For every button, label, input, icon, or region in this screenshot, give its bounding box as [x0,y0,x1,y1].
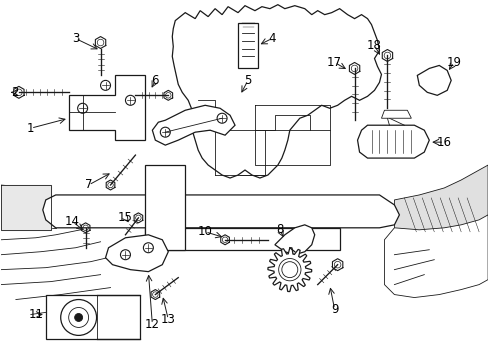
Polygon shape [274,225,314,255]
Text: 6: 6 [151,74,159,87]
Text: 5: 5 [244,74,251,87]
Polygon shape [105,235,168,272]
Text: 17: 17 [326,56,342,69]
Text: 9: 9 [330,303,338,316]
Circle shape [75,314,82,321]
Polygon shape [357,125,428,158]
Polygon shape [394,165,487,235]
Text: 16: 16 [436,136,451,149]
Text: 15: 15 [118,211,133,224]
Polygon shape [238,23,258,68]
Text: 12: 12 [144,318,160,331]
Text: 4: 4 [267,32,275,45]
Polygon shape [68,75,145,140]
Polygon shape [145,228,339,250]
Polygon shape [152,105,235,145]
Text: 11: 11 [28,308,43,321]
Polygon shape [145,165,185,250]
Text: 8: 8 [276,223,283,236]
Polygon shape [42,195,399,228]
Polygon shape [46,294,140,339]
Polygon shape [416,66,450,95]
Polygon shape [384,215,487,298]
Text: 2: 2 [11,86,19,99]
Text: 14: 14 [65,215,80,228]
Text: 7: 7 [85,179,92,192]
Polygon shape [267,248,311,292]
Text: 3: 3 [72,32,79,45]
Text: 1: 1 [27,122,35,135]
Text: 18: 18 [366,39,381,52]
Text: 19: 19 [446,56,461,69]
Text: 10: 10 [197,225,212,238]
Polygon shape [381,110,410,118]
Polygon shape [1,185,51,230]
Text: 13: 13 [161,313,175,326]
Polygon shape [172,5,381,178]
